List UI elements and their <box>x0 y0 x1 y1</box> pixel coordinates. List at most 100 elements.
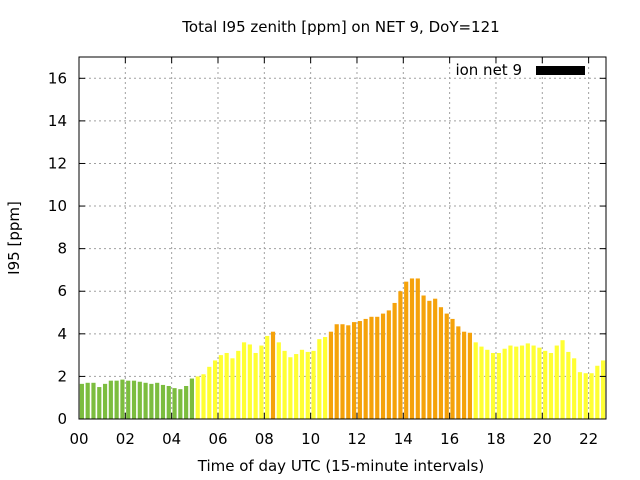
bar <box>91 382 96 419</box>
bar <box>247 344 252 419</box>
bar <box>294 354 299 419</box>
bar <box>270 331 276 419</box>
bar <box>508 345 513 419</box>
bar <box>166 385 171 419</box>
bar <box>363 318 368 419</box>
bar <box>149 383 154 419</box>
bar <box>97 387 102 419</box>
x-tick-label: 14 <box>394 430 413 448</box>
bar <box>386 310 391 419</box>
bar <box>444 313 449 419</box>
bar <box>375 316 380 419</box>
x-tick-label: 18 <box>486 430 505 448</box>
y-tick-label: 14 <box>48 112 67 130</box>
x-tick-label: 06 <box>208 430 227 448</box>
bar <box>79 383 84 419</box>
x-tick-label: 22 <box>579 430 598 448</box>
bar <box>155 382 160 419</box>
bar <box>456 326 461 419</box>
y-tick-label: 6 <box>57 282 67 300</box>
bar <box>473 342 478 419</box>
bar <box>577 372 583 419</box>
bar <box>108 380 113 419</box>
x-tick-label: 20 <box>533 430 552 448</box>
y-axis-label: I95 [ppm] <box>5 201 23 275</box>
bar <box>218 355 223 419</box>
y-tick-label: 10 <box>48 197 67 215</box>
bar <box>178 389 183 419</box>
bar <box>583 373 588 419</box>
bar <box>102 383 108 419</box>
bar <box>421 295 426 419</box>
bar <box>392 302 397 419</box>
bar <box>531 345 536 419</box>
grid <box>79 57 606 419</box>
bar <box>589 373 594 419</box>
bar <box>467 332 472 419</box>
bar <box>299 349 305 419</box>
bar <box>548 352 554 419</box>
bar <box>409 278 415 419</box>
y-tick-label: 2 <box>57 367 67 385</box>
bar <box>543 350 548 419</box>
bar <box>450 318 455 419</box>
legend-label: ion net 9 <box>455 61 522 79</box>
bar <box>207 366 212 419</box>
plot-frame <box>78 56 607 420</box>
bar <box>137 381 142 419</box>
y-tick-label: 12 <box>48 154 67 172</box>
bar <box>288 357 293 419</box>
x-tick-label: 10 <box>301 430 320 448</box>
y-tick-label: 4 <box>57 325 67 343</box>
bar <box>496 352 501 419</box>
bar <box>572 358 577 419</box>
bar <box>380 313 386 419</box>
bar <box>438 307 444 419</box>
bar <box>85 382 90 419</box>
bar <box>265 335 270 419</box>
x-tick-label: 12 <box>347 430 366 448</box>
bar <box>595 365 600 419</box>
bar <box>213 360 218 419</box>
bar <box>317 339 322 419</box>
legend-swatch <box>536 66 585 75</box>
y-tick-label: 16 <box>48 69 67 87</box>
bar <box>126 380 131 419</box>
bar <box>340 324 345 419</box>
bar <box>195 376 200 419</box>
bar <box>369 316 374 419</box>
bar <box>201 374 206 419</box>
bar <box>519 345 525 419</box>
bar <box>253 352 258 419</box>
bar <box>490 352 496 419</box>
bar <box>241 342 247 419</box>
bar <box>131 380 137 419</box>
bar <box>560 340 565 419</box>
x-axis-label: Time of day UTC (15-minute intervals) <box>197 457 484 475</box>
bar <box>189 378 195 419</box>
bar <box>537 347 542 419</box>
x-tick-label: 02 <box>116 430 135 448</box>
bar <box>276 342 281 419</box>
x-tick-label: 08 <box>255 430 274 448</box>
bar <box>311 350 316 419</box>
bar <box>334 324 339 419</box>
bar <box>525 343 530 419</box>
bar <box>357 321 362 419</box>
bar <box>120 379 125 419</box>
bar <box>259 345 264 419</box>
y-tick-label: 8 <box>57 240 67 258</box>
bar <box>514 346 519 419</box>
chart-title: Total I95 zenith [ppm] on NET 9, DoY=121 <box>181 18 499 36</box>
bar <box>160 384 166 419</box>
bar <box>427 300 432 419</box>
bar <box>485 349 490 419</box>
bar <box>323 337 328 419</box>
y-tick-label: 0 <box>57 410 67 428</box>
bar <box>143 382 148 419</box>
bar <box>415 278 420 419</box>
x-tick-label: 16 <box>440 430 459 448</box>
bar <box>433 298 438 419</box>
